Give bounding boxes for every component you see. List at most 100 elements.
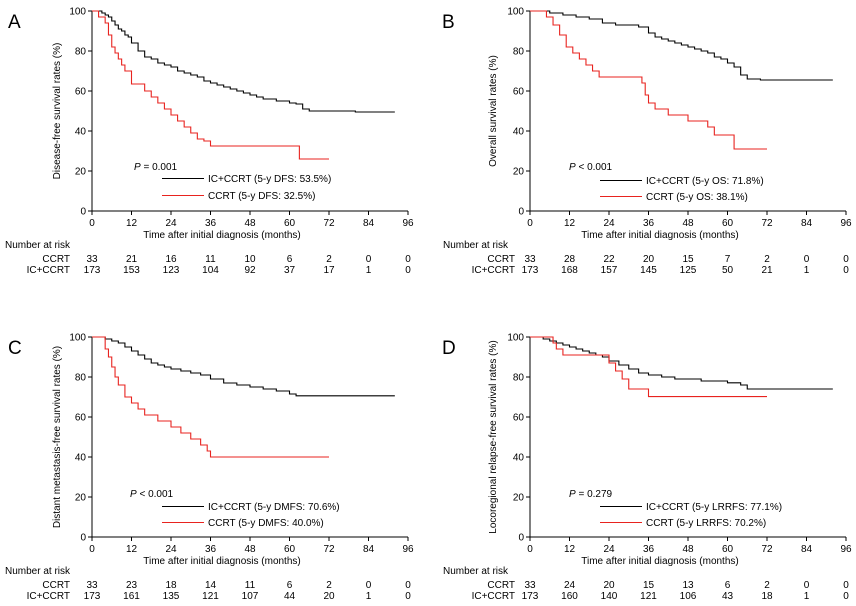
panel-d-y-tick-label: 0: [518, 533, 524, 544]
panel-a-risk-value: 0: [405, 265, 411, 276]
panel-c-risk-title: Number at risk: [5, 566, 71, 577]
panel-c-x-tick-label: 48: [244, 544, 256, 555]
panel-a-x-tick-label: 0: [89, 218, 95, 229]
panel-b-legend-label: IC+CCRT (5-y OS: 71.8%): [646, 176, 764, 187]
panel-d-y-axis-title: Locoregional relapse-free survival rates…: [488, 340, 499, 533]
panel-b-x-tick-label: 12: [564, 218, 576, 229]
panel-d-risk-value: 121: [640, 591, 657, 602]
panel-c-y-tick-label: 20: [75, 493, 87, 504]
panel-c-p-value: P < 0.001: [130, 489, 174, 500]
panel-d-y-tick-label: 80: [513, 373, 525, 384]
panel-c-risk-value: 20: [323, 591, 335, 602]
panel-b-risk-value: 50: [722, 265, 734, 276]
panel-b-risk-value: 21: [761, 265, 773, 276]
panel-c-y-axis-title: Distant metastasis-free survival rates (…: [52, 346, 63, 528]
panel-a-risk-value: 16: [165, 254, 177, 265]
panel-d-x-tick-label: 72: [761, 544, 773, 555]
panel-d-risk-value: 140: [601, 591, 618, 602]
panel-a-series-ccrt: [92, 10, 329, 160]
panel-d-y-tick-label: 60: [513, 413, 525, 424]
panel-d-p-symbol: P: [569, 489, 576, 500]
panel-d-risk-value: 43: [722, 591, 734, 602]
panel-d-x-tick-label: 36: [643, 544, 655, 555]
panel-b-x-tick-label: 84: [801, 218, 813, 229]
panel-b-x-tick-label: 36: [643, 218, 655, 229]
panel-c-legend-label: CCRT (5-y DMFS: 40.0%): [208, 518, 324, 529]
panel-a-risk-value: 6: [287, 254, 293, 265]
panel-d-risk-value: 0: [843, 591, 849, 602]
panel-c-series-ccrt: [92, 336, 329, 458]
panel-d-x-tick-label: 0: [527, 544, 533, 555]
panel-b-risk-value: 157: [601, 265, 618, 276]
panel-b-risk-value: 33: [524, 254, 536, 265]
panel-d-risk-value: 106: [680, 591, 697, 602]
panel-c-y-tick-label: 40: [75, 453, 87, 464]
panel-c-x-tick-label: 96: [402, 544, 414, 555]
panel-c-risk-value: 44: [284, 591, 296, 602]
panel-d-x-tick-label: 60: [722, 544, 734, 555]
panel-c-y-tick-label: 0: [80, 533, 86, 544]
panel-c-x-axis-title: Time after initial diagnosis (months): [143, 556, 300, 567]
panel-a-letter: A: [8, 12, 21, 33]
panel-c-letter: C: [8, 338, 22, 359]
panel-d-risk-value: 2: [764, 580, 770, 591]
panel-d-risk-value: 33: [524, 580, 536, 591]
panel-d-p-number: = 0.279: [576, 489, 613, 500]
panel-c-risk-value: 107: [242, 591, 259, 602]
panel-c-risk-value: 14: [205, 580, 217, 591]
panel-b-risk-value: 0: [843, 254, 849, 265]
panel-b-y-axis-title: Overall survival rates (%): [488, 55, 499, 167]
panel-d-risk-value: 1: [804, 591, 810, 602]
panel-d-risk-value: 0: [843, 580, 849, 591]
panel-b-x-tick-label: 72: [761, 218, 773, 229]
panel-c-x-tick-label: 24: [165, 544, 177, 555]
panel-a-p-number: = 0.001: [141, 162, 178, 173]
panel-c-x-tick-label: 84: [363, 544, 375, 555]
panel-d-x-tick-label: 96: [840, 544, 852, 555]
panel-b-risk-value: 22: [603, 254, 615, 265]
panel-c-y-tick-label: 80: [75, 373, 87, 384]
panel-b-risk-value: 15: [682, 254, 694, 265]
panel-c-p-number: < 0.001: [137, 489, 174, 500]
panel-d-risk-value: 24: [564, 580, 576, 591]
panel-b-p-number: < 0.001: [576, 162, 613, 173]
panel-c-x-tick-label: 12: [126, 544, 138, 555]
panel-c-risk-value: 161: [123, 591, 140, 602]
panel-a-risk-value: 1: [366, 265, 372, 276]
panel-c-risk-value: 11: [245, 580, 256, 591]
panel-a-x-tick-label: 48: [244, 218, 256, 229]
panel-c-series-ic-ccrt: [92, 336, 395, 397]
panel-a-x-tick-label: 36: [205, 218, 217, 229]
panel-c-y-tick-label: 100: [69, 333, 86, 344]
panel-b-p-symbol: P: [569, 162, 576, 173]
panel-c-x-tick-label: 60: [284, 544, 296, 555]
panel-a-risk-value: 37: [284, 265, 296, 276]
panel-a-risk-value: 21: [126, 254, 138, 265]
panel-c-risk-value: 135: [163, 591, 180, 602]
panel-a-risk-label: IC+CCRT: [27, 265, 70, 276]
panel-b-risk-value: 125: [680, 265, 697, 276]
panel-b-x-tick-label: 96: [840, 218, 852, 229]
panel-b-risk-value: 0: [804, 254, 810, 265]
panel-b-risk-value: 28: [564, 254, 576, 265]
panel-d-risk-value: 20: [603, 580, 615, 591]
panel-c-risk-value: 6: [287, 580, 293, 591]
panel-d-series-ccrt: [530, 336, 767, 398]
panel-a-y-tick-label: 100: [69, 7, 86, 18]
panel-d-y-tick-label: 100: [507, 333, 524, 344]
panel-a-risk-value: 153: [123, 265, 140, 276]
panel-c-risk-value: 0: [405, 591, 411, 602]
panel-a-risk-value: 123: [163, 265, 180, 276]
panel-d-risk-label: IC+CCRT: [472, 591, 515, 602]
panel-d-x-tick-label: 24: [603, 544, 615, 555]
panel-c-risk-value: 33: [86, 580, 98, 591]
panel-c-risk-value: 173: [84, 591, 101, 602]
panel-b-y-tick-label: 80: [513, 47, 525, 58]
panel-d-x-tick-label: 48: [682, 544, 694, 555]
panel-c-risk-value: 2: [326, 580, 332, 591]
panel-a-risk-value: 104: [202, 265, 219, 276]
panel-c-x-tick-label: 0: [89, 544, 95, 555]
panel-c-risk-value: 23: [126, 580, 138, 591]
panel-d-risk-value: 15: [643, 580, 655, 591]
panel-b-y-tick-label: 40: [513, 127, 525, 138]
